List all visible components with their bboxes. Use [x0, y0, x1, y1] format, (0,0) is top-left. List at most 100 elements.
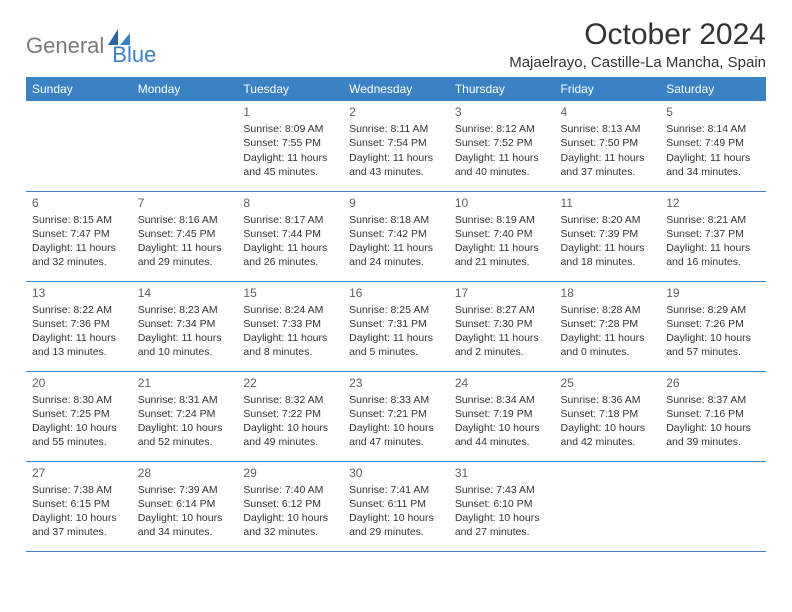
calendar-cell: 16Sunrise: 8:25 AMSunset: 7:31 PMDayligh… — [343, 281, 449, 371]
daylight-text: Daylight: 10 hours and 47 minutes. — [349, 421, 443, 449]
sunset-text: Sunset: 7:24 PM — [138, 407, 232, 421]
calendar-cell: 5Sunrise: 8:14 AMSunset: 7:49 PMDaylight… — [660, 101, 766, 191]
sunrise-text: Sunrise: 8:09 AM — [243, 122, 337, 136]
day-number: 14 — [138, 285, 232, 301]
sunset-text: Sunset: 7:18 PM — [561, 407, 655, 421]
sunset-text: Sunset: 7:39 PM — [561, 227, 655, 241]
day-header-row: Sunday Monday Tuesday Wednesday Thursday… — [26, 77, 766, 101]
sunset-text: Sunset: 7:54 PM — [349, 136, 443, 150]
sunset-text: Sunset: 7:52 PM — [455, 136, 549, 150]
sunrise-text: Sunrise: 8:17 AM — [243, 213, 337, 227]
daylight-text: Daylight: 11 hours and 40 minutes. — [455, 151, 549, 179]
day-number: 23 — [349, 375, 443, 391]
sunrise-text: Sunrise: 8:22 AM — [32, 303, 126, 317]
sunset-text: Sunset: 7:36 PM — [32, 317, 126, 331]
day-number: 9 — [349, 195, 443, 211]
sunrise-text: Sunrise: 8:21 AM — [666, 213, 760, 227]
daylight-text: Daylight: 11 hours and 24 minutes. — [349, 241, 443, 269]
day-number: 8 — [243, 195, 337, 211]
sunrise-text: Sunrise: 8:13 AM — [561, 122, 655, 136]
day-header: Friday — [555, 77, 661, 101]
day-number: 27 — [32, 465, 126, 481]
header: General Blue October 2024 Majaelrayo, Ca… — [26, 18, 766, 71]
day-number: 7 — [138, 195, 232, 211]
calendar-cell-empty — [26, 101, 132, 191]
sunrise-text: Sunrise: 8:33 AM — [349, 393, 443, 407]
sunset-text: Sunset: 7:45 PM — [138, 227, 232, 241]
calendar-cell: 4Sunrise: 8:13 AMSunset: 7:50 PMDaylight… — [555, 101, 661, 191]
day-number: 17 — [455, 285, 549, 301]
calendar-cell: 17Sunrise: 8:27 AMSunset: 7:30 PMDayligh… — [449, 281, 555, 371]
sunset-text: Sunset: 6:11 PM — [349, 497, 443, 511]
sunset-text: Sunset: 7:37 PM — [666, 227, 760, 241]
calendar-body: 1Sunrise: 8:09 AMSunset: 7:55 PMDaylight… — [26, 101, 766, 551]
day-header: Thursday — [449, 77, 555, 101]
logo: General Blue — [26, 24, 156, 68]
sunset-text: Sunset: 7:55 PM — [243, 136, 337, 150]
daylight-text: Daylight: 10 hours and 27 minutes. — [455, 511, 549, 539]
daylight-text: Daylight: 11 hours and 18 minutes. — [561, 241, 655, 269]
calendar-cell: 21Sunrise: 8:31 AMSunset: 7:24 PMDayligh… — [132, 371, 238, 461]
sunrise-text: Sunrise: 8:37 AM — [666, 393, 760, 407]
calendar-row: 20Sunrise: 8:30 AMSunset: 7:25 PMDayligh… — [26, 371, 766, 461]
sunset-text: Sunset: 7:26 PM — [666, 317, 760, 331]
sunrise-text: Sunrise: 8:30 AM — [32, 393, 126, 407]
day-number: 20 — [32, 375, 126, 391]
calendar-cell: 3Sunrise: 8:12 AMSunset: 7:52 PMDaylight… — [449, 101, 555, 191]
daylight-text: Daylight: 11 hours and 0 minutes. — [561, 331, 655, 359]
calendar-cell: 24Sunrise: 8:34 AMSunset: 7:19 PMDayligh… — [449, 371, 555, 461]
calendar-row: 6Sunrise: 8:15 AMSunset: 7:47 PMDaylight… — [26, 191, 766, 281]
daylight-text: Daylight: 10 hours and 37 minutes. — [32, 511, 126, 539]
sunrise-text: Sunrise: 8:34 AM — [455, 393, 549, 407]
daylight-text: Daylight: 10 hours and 34 minutes. — [138, 511, 232, 539]
day-number: 22 — [243, 375, 337, 391]
sunrise-text: Sunrise: 8:18 AM — [349, 213, 443, 227]
calendar-cell: 30Sunrise: 7:41 AMSunset: 6:11 PMDayligh… — [343, 461, 449, 551]
day-number: 13 — [32, 285, 126, 301]
sunrise-text: Sunrise: 7:38 AM — [32, 483, 126, 497]
sunset-text: Sunset: 6:15 PM — [32, 497, 126, 511]
day-number: 26 — [666, 375, 760, 391]
calendar-cell: 6Sunrise: 8:15 AMSunset: 7:47 PMDaylight… — [26, 191, 132, 281]
sunrise-text: Sunrise: 7:40 AM — [243, 483, 337, 497]
daylight-text: Daylight: 11 hours and 5 minutes. — [349, 331, 443, 359]
calendar-cell: 19Sunrise: 8:29 AMSunset: 7:26 PMDayligh… — [660, 281, 766, 371]
daylight-text: Daylight: 11 hours and 29 minutes. — [138, 241, 232, 269]
sunset-text: Sunset: 7:28 PM — [561, 317, 655, 331]
sunset-text: Sunset: 7:31 PM — [349, 317, 443, 331]
calendar-cell: 23Sunrise: 8:33 AMSunset: 7:21 PMDayligh… — [343, 371, 449, 461]
calendar-cell: 12Sunrise: 8:21 AMSunset: 7:37 PMDayligh… — [660, 191, 766, 281]
sunset-text: Sunset: 7:30 PM — [455, 317, 549, 331]
sunrise-text: Sunrise: 8:32 AM — [243, 393, 337, 407]
sunset-text: Sunset: 6:12 PM — [243, 497, 337, 511]
day-number: 5 — [666, 104, 760, 120]
day-number: 11 — [561, 195, 655, 211]
calendar-cell-empty — [555, 461, 661, 551]
sunrise-text: Sunrise: 8:25 AM — [349, 303, 443, 317]
month-title: October 2024 — [509, 18, 766, 52]
sunrise-text: Sunrise: 8:15 AM — [32, 213, 126, 227]
logo-text-blue: Blue — [112, 42, 156, 68]
calendar-cell: 7Sunrise: 8:16 AMSunset: 7:45 PMDaylight… — [132, 191, 238, 281]
day-number: 3 — [455, 104, 549, 120]
sunrise-text: Sunrise: 7:41 AM — [349, 483, 443, 497]
calendar-cell: 2Sunrise: 8:11 AMSunset: 7:54 PMDaylight… — [343, 101, 449, 191]
daylight-text: Daylight: 10 hours and 42 minutes. — [561, 421, 655, 449]
day-number: 2 — [349, 104, 443, 120]
day-header: Tuesday — [237, 77, 343, 101]
daylight-text: Daylight: 11 hours and 2 minutes. — [455, 331, 549, 359]
calendar-cell: 26Sunrise: 8:37 AMSunset: 7:16 PMDayligh… — [660, 371, 766, 461]
daylight-text: Daylight: 11 hours and 16 minutes. — [666, 241, 760, 269]
sunrise-text: Sunrise: 8:31 AM — [138, 393, 232, 407]
day-header: Monday — [132, 77, 238, 101]
calendar-row: 1Sunrise: 8:09 AMSunset: 7:55 PMDaylight… — [26, 101, 766, 191]
calendar-cell-empty — [660, 461, 766, 551]
calendar-cell-empty — [132, 101, 238, 191]
calendar-cell: 14Sunrise: 8:23 AMSunset: 7:34 PMDayligh… — [132, 281, 238, 371]
sunset-text: Sunset: 7:44 PM — [243, 227, 337, 241]
sunset-text: Sunset: 7:50 PM — [561, 136, 655, 150]
day-number: 15 — [243, 285, 337, 301]
daylight-text: Daylight: 11 hours and 43 minutes. — [349, 151, 443, 179]
daylight-text: Daylight: 10 hours and 32 minutes. — [243, 511, 337, 539]
calendar-cell: 1Sunrise: 8:09 AMSunset: 7:55 PMDaylight… — [237, 101, 343, 191]
